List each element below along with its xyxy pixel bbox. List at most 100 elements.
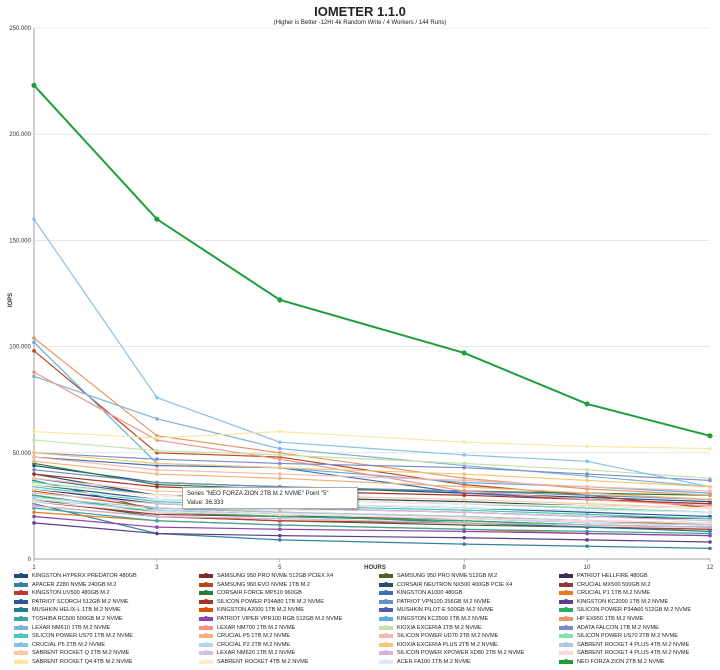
data-point bbox=[155, 506, 159, 510]
data-point bbox=[32, 504, 36, 508]
data-point bbox=[708, 510, 712, 515]
data-point bbox=[154, 216, 160, 222]
data-point bbox=[155, 510, 159, 515]
legend-swatch bbox=[14, 590, 28, 596]
data-point bbox=[155, 480, 159, 485]
data-point bbox=[278, 516, 282, 521]
legend-label: CRUCIAL P1 1TB M.2 NVME bbox=[577, 590, 651, 597]
data-point-tooltip: Series "NEO FORZA ZION 2TB M.2 NVME" Poi… bbox=[182, 487, 358, 509]
data-point bbox=[32, 499, 36, 504]
legend-swatch bbox=[559, 624, 573, 630]
data-point bbox=[32, 429, 36, 434]
legend-label: PATRIOT SCORCH 512GB M.2 NVME bbox=[32, 598, 129, 605]
legend-swatch bbox=[199, 598, 213, 604]
legend-label: KINGSTON KC2500 1TB M.2 NVME bbox=[397, 616, 489, 622]
legend-label: SABRENT ROCKET Q4 4TB M.2 NVME bbox=[32, 659, 133, 665]
legend-swatch bbox=[199, 573, 213, 578]
legend-swatch bbox=[199, 659, 213, 664]
data-point bbox=[278, 538, 282, 542]
legend-label: SABRENT ROCKET Q 2TB M.2 NVME bbox=[32, 650, 130, 657]
series-line bbox=[33, 515, 711, 537]
data-point bbox=[708, 497, 712, 502]
legend-swatch bbox=[379, 641, 393, 647]
x-tick-label: 8 bbox=[463, 565, 467, 571]
legend-label: KINGSTON HYPERX PREDATOR 480GB bbox=[32, 573, 137, 579]
data-point bbox=[462, 493, 466, 498]
legend-label: MUSHKIN PILOT-E 500GB M.2 NVME bbox=[397, 607, 494, 614]
legend-label: PATRIOT VPN100 256GB M.2 NVME bbox=[397, 598, 491, 605]
legend-swatch bbox=[14, 616, 28, 621]
legend-swatch bbox=[379, 633, 393, 639]
data-point bbox=[708, 493, 712, 498]
data-point bbox=[462, 461, 466, 466]
legend-swatch bbox=[559, 598, 573, 604]
data-point bbox=[155, 484, 159, 489]
data-point bbox=[32, 491, 36, 495]
legend-label: SILICON POWER US70 1TB M.2 NVME bbox=[32, 633, 134, 640]
legend-swatch bbox=[199, 581, 213, 587]
legend-swatch bbox=[559, 616, 573, 621]
data-point bbox=[155, 436, 159, 440]
data-point bbox=[32, 455, 36, 459]
legend-swatch bbox=[559, 641, 573, 647]
data-point bbox=[585, 467, 589, 472]
data-point bbox=[278, 465, 282, 470]
data-point bbox=[155, 472, 159, 476]
legend-swatch bbox=[14, 624, 28, 630]
legend-label: LEXAR NM610 1TB M.2 NVME bbox=[32, 624, 111, 631]
data-point bbox=[32, 510, 36, 515]
data-point bbox=[585, 459, 589, 464]
legend-label: SABRENT ROCKET 4 PLUS 4TB M.2 NVME bbox=[577, 650, 690, 657]
legend-swatch bbox=[379, 598, 393, 604]
data-point bbox=[155, 531, 159, 536]
legend-swatch bbox=[559, 581, 573, 587]
legend-label: SILICON POWER US70 2TB M.2 NVME bbox=[577, 633, 679, 640]
y-tick-label: 0 bbox=[28, 557, 32, 563]
legend-label: SAMSUNG 960 EVO NVME 1TB M.2 bbox=[217, 581, 310, 588]
data-point bbox=[278, 461, 282, 466]
series-line bbox=[33, 507, 711, 535]
legend-label: CRUCIAL P2 2TB M.2 NVME bbox=[217, 641, 291, 648]
series-line bbox=[33, 452, 711, 482]
series-line bbox=[33, 430, 711, 450]
legend-label: LEXAR NM620 1TB M.2 NVME bbox=[217, 650, 296, 657]
chart-subtitle: (Higher is Better -12Hr 4k Random Write … bbox=[273, 20, 447, 26]
series-line bbox=[33, 371, 711, 507]
data-point bbox=[585, 497, 589, 502]
legend-swatch bbox=[559, 607, 573, 613]
series-line bbox=[33, 452, 711, 488]
data-point bbox=[585, 478, 589, 483]
data-point bbox=[278, 440, 282, 444]
legend-swatch bbox=[379, 659, 393, 664]
data-point bbox=[462, 521, 466, 525]
data-point bbox=[462, 489, 466, 493]
data-point bbox=[278, 446, 282, 451]
series-line bbox=[33, 375, 711, 488]
legend-label: ACER FA100 1TB M.2 NVME bbox=[397, 659, 471, 665]
data-point bbox=[278, 512, 282, 517]
data-point bbox=[585, 508, 589, 512]
legend-swatch bbox=[379, 607, 393, 613]
legend-swatch bbox=[379, 581, 393, 587]
series-line bbox=[33, 439, 711, 479]
data-point bbox=[155, 493, 159, 498]
series-line bbox=[33, 492, 711, 522]
series-line bbox=[33, 456, 711, 492]
data-point bbox=[585, 514, 589, 519]
legend-label: HP EX950 1TB M.2 NVME bbox=[577, 616, 644, 622]
data-point bbox=[585, 518, 589, 523]
series-line bbox=[33, 505, 711, 528]
legend-swatch bbox=[199, 607, 213, 613]
data-point bbox=[155, 525, 159, 529]
data-point bbox=[155, 497, 159, 502]
data-point bbox=[278, 453, 282, 457]
data-point bbox=[155, 461, 159, 466]
data-point bbox=[462, 501, 466, 506]
legend-label: CORSAIR NEUTRON NX500 400GB PCIE X4 bbox=[397, 581, 513, 588]
data-point bbox=[708, 546, 712, 551]
data-point bbox=[278, 472, 282, 476]
data-point bbox=[278, 527, 282, 532]
data-point bbox=[31, 82, 37, 88]
data-point bbox=[585, 444, 589, 449]
data-point bbox=[32, 349, 36, 353]
